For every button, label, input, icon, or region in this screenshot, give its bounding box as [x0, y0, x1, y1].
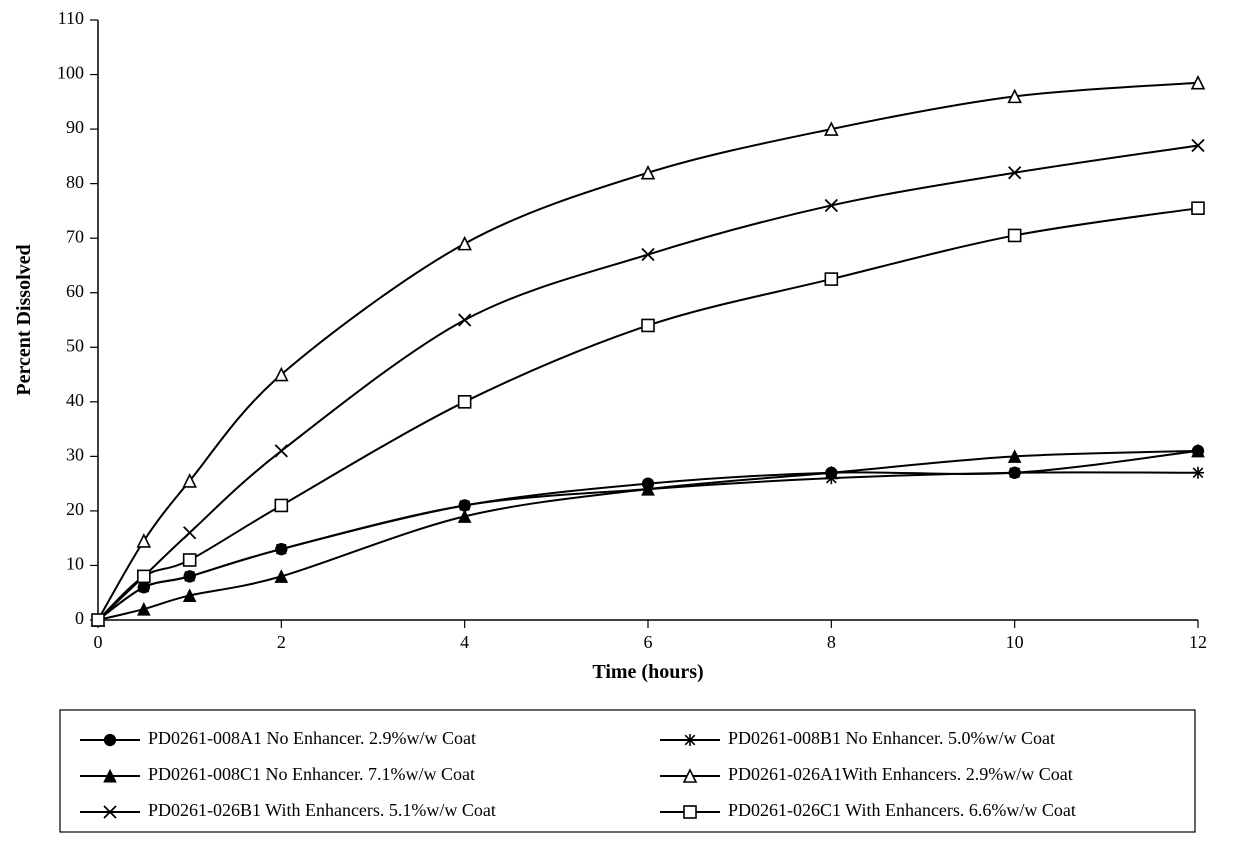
y-tick-label: 50	[66, 335, 84, 355]
marker-open-square-icon	[1192, 202, 1204, 214]
marker-open-triangle-icon	[642, 167, 654, 179]
legend-label: PD0261-026B1 With Enhancers. 5.1%w/w Coa…	[148, 800, 496, 820]
legend-label: PD0261-026A1With Enhancers. 2.9%w/w Coat	[728, 764, 1073, 784]
legend-item: PD0261-026A1With Enhancers. 2.9%w/w Coat	[660, 764, 1073, 784]
series-line	[98, 451, 1198, 620]
x-tick-label: 6	[644, 632, 653, 652]
x-tick-label: 0	[94, 632, 103, 652]
x-tick-label: 12	[1189, 632, 1207, 652]
y-tick-label: 0	[75, 608, 84, 628]
marker-open-square-icon	[1009, 229, 1021, 241]
marker-filled-triangle-icon	[138, 603, 150, 615]
marker-open-square-icon	[184, 554, 196, 566]
y-tick-label: 10	[66, 554, 84, 574]
marker-open-square-icon	[642, 319, 654, 331]
series-line	[98, 83, 1198, 620]
y-tick-label: 100	[57, 63, 84, 83]
series-line	[98, 208, 1198, 620]
x-axis-label: Time (hours)	[592, 661, 703, 683]
marker-open-square-icon	[459, 396, 471, 408]
legend-item: PD0261-026C1 With Enhancers. 6.6%w/w Coa…	[660, 800, 1076, 820]
marker-open-square-icon	[684, 806, 696, 818]
marker-filled-triangle-icon	[275, 570, 287, 582]
legend-item: PD0261-008C1 No Enhancer. 7.1%w/w Coat	[80, 764, 475, 784]
legend-label: PD0261-026C1 With Enhancers. 6.6%w/w Coa…	[728, 800, 1076, 820]
x-tick-label: 4	[460, 632, 469, 652]
y-tick-label: 20	[66, 499, 84, 519]
legend-label: PD0261-008B1 No Enhancer. 5.0%w/w Coat	[728, 728, 1055, 748]
legend-label: PD0261-008C1 No Enhancer. 7.1%w/w Coat	[148, 764, 475, 784]
marker-open-square-icon	[138, 570, 150, 582]
marker-open-triangle-icon	[459, 238, 471, 250]
legend-item: PD0261-026B1 With Enhancers. 5.1%w/w Coa…	[80, 800, 496, 820]
marker-open-triangle-icon	[138, 535, 150, 547]
dissolution-chart: 0 10 20 30 40 50 60 70 80 90 100 110 0 2 4 6 8 10 12 Time (…	[0, 0, 1240, 844]
chart-svg: 0 10 20 30 40 50 60 70 80 90 100 110 0 2 4 6 8 10 12 Time (…	[0, 0, 1240, 844]
legend-item: PD0261-008B1 No Enhancer. 5.0%w/w Coat	[660, 728, 1055, 748]
legend-item: PD0261-008A1 No Enhancer. 2.9%w/w Coat	[80, 728, 476, 748]
series-s6	[92, 202, 1204, 626]
marker-open-square-icon	[92, 614, 104, 626]
marker-open-square-icon	[825, 273, 837, 285]
y-tick-label: 90	[66, 117, 84, 137]
series-line	[98, 145, 1198, 620]
marker-filled-circle-icon	[105, 735, 116, 746]
y-tick-label: 70	[66, 226, 84, 246]
marker-open-square-icon	[275, 499, 287, 511]
y-tick-label: 30	[66, 444, 84, 464]
series-line	[98, 451, 1198, 620]
legend-label: PD0261-008A1 No Enhancer. 2.9%w/w Coat	[148, 728, 476, 748]
y-axis-label: Percent Dissolved	[13, 244, 35, 395]
x-tick-label: 8	[827, 632, 836, 652]
y-tick-label: 80	[66, 172, 84, 192]
y-tick-label: 40	[66, 390, 84, 410]
series-s5	[92, 139, 1204, 626]
x-tick-label: 10	[1006, 632, 1024, 652]
series-s4	[92, 77, 1204, 626]
y-tick-label: 110	[58, 8, 84, 28]
y-tick-label: 60	[66, 281, 84, 301]
x-tick-label: 2	[277, 632, 286, 652]
